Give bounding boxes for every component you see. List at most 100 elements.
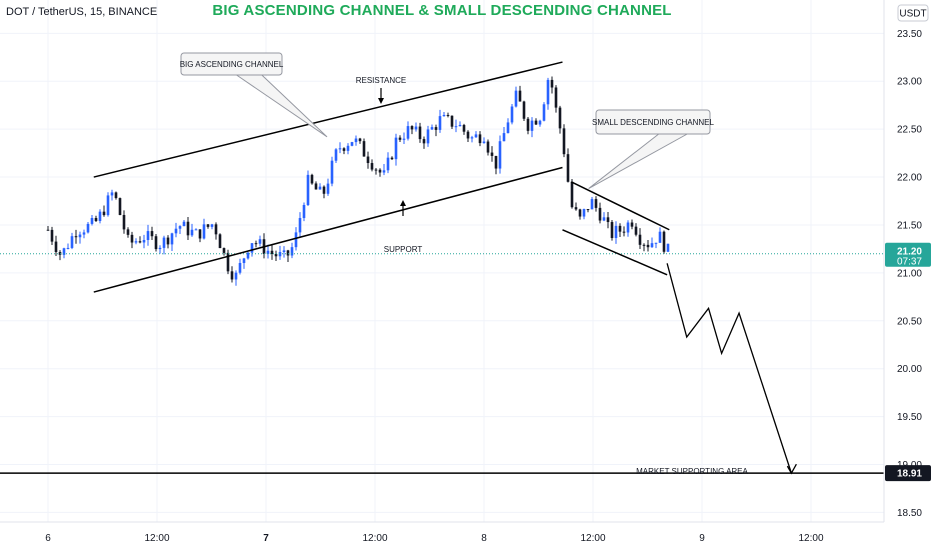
candle-body [574, 207, 578, 210]
currency-label: USDT [899, 9, 926, 20]
last-price-tag [885, 242, 931, 267]
candle-body [314, 183, 318, 190]
time-tick-label: 8 [481, 533, 487, 544]
price-tick-label: 20.00 [897, 364, 922, 375]
candle-body [582, 209, 586, 217]
symbol-header[interactable]: DOT / TetherUS, 15, BINANCE [6, 6, 158, 18]
candle-body [342, 148, 346, 151]
time-axis-bg [0, 522, 932, 550]
candle-body [646, 244, 650, 248]
candle-body [142, 240, 146, 243]
candle-body [346, 145, 350, 151]
candle-body [526, 118, 530, 131]
candle-body [546, 79, 550, 105]
candle-body [222, 248, 226, 253]
candle-body [378, 169, 382, 173]
candle-body [470, 137, 474, 139]
candle-body [122, 214, 126, 230]
candle-body [394, 137, 398, 160]
candle-body [74, 236, 78, 238]
candle-body [462, 124, 466, 132]
candle-body [66, 247, 70, 249]
candle-body [198, 229, 202, 239]
candle-body [558, 107, 562, 129]
candle-body [370, 163, 374, 170]
candle-body [138, 241, 142, 243]
candle-body [86, 223, 90, 233]
candle-body [374, 169, 378, 171]
candle-body [146, 231, 150, 241]
candle-body [562, 128, 566, 155]
candle-body [642, 244, 646, 246]
candle-body [494, 155, 498, 169]
candle-body [514, 90, 518, 107]
price-axis-bg [884, 0, 932, 550]
market-support-label: MARKET SUPPORTING AREA [636, 467, 748, 476]
big-channel-callout-pointer [236, 74, 328, 138]
candle-body [598, 207, 602, 221]
candle-body [246, 252, 250, 259]
candle-body [150, 231, 154, 237]
candle-body [554, 87, 558, 108]
candle-body [310, 174, 314, 184]
candle-body [186, 221, 190, 236]
candle-body [338, 148, 342, 150]
candle-body [254, 243, 258, 245]
candle-body [382, 170, 386, 173]
candle-body [194, 229, 198, 231]
support-price-tag [885, 465, 931, 482]
time-tick-label: 7 [263, 533, 269, 544]
candle-body [94, 218, 98, 221]
price-tick-label: 22.50 [897, 125, 922, 136]
price-tick-label: 21.00 [897, 268, 922, 279]
candle-body [214, 224, 218, 235]
candle-body [134, 241, 138, 243]
candle-body [294, 232, 298, 248]
candle-body [450, 115, 454, 127]
support-label: SUPPORT [384, 245, 423, 254]
candle-body [126, 229, 130, 235]
candle-body [478, 134, 482, 144]
last-price-value: 21.20 [897, 247, 922, 258]
candle-body [178, 226, 182, 229]
candle-body [474, 134, 478, 138]
candle-body [438, 116, 442, 130]
candle-body [406, 126, 410, 139]
candle-body [130, 234, 134, 243]
small-channel-upper-line [570, 181, 670, 231]
candle-body [362, 141, 366, 157]
candle-body [210, 224, 214, 227]
candle-body [426, 129, 430, 144]
candle-body [430, 127, 434, 130]
candle-body [486, 141, 490, 153]
candle-body [234, 272, 238, 280]
candle-body [62, 248, 66, 255]
support-arrowhead [400, 200, 406, 206]
candle-body [182, 221, 186, 227]
big-channel-lower-line [93, 166, 563, 293]
candle-body [542, 104, 546, 121]
candle-body [506, 122, 510, 134]
candle-body [102, 211, 106, 216]
candle-body [630, 222, 634, 227]
small-channel-lower-line [562, 229, 668, 276]
candle-body [114, 192, 118, 199]
candle-body [326, 183, 330, 194]
candle-body [70, 236, 74, 248]
candle-body [414, 126, 418, 130]
candle-body [78, 234, 82, 238]
candle-body [662, 231, 666, 252]
candle-body [98, 211, 102, 221]
candle-body [286, 250, 290, 256]
candle-body [510, 106, 514, 123]
candle-body [50, 229, 54, 242]
candle-body [650, 243, 654, 248]
candle-body [518, 90, 522, 102]
candle-body [530, 120, 534, 131]
candle-body [610, 222, 614, 239]
candle-body [398, 137, 402, 140]
candle-body [318, 186, 322, 190]
candle-body [158, 247, 162, 250]
support-price-value: 18.91 [897, 469, 922, 480]
